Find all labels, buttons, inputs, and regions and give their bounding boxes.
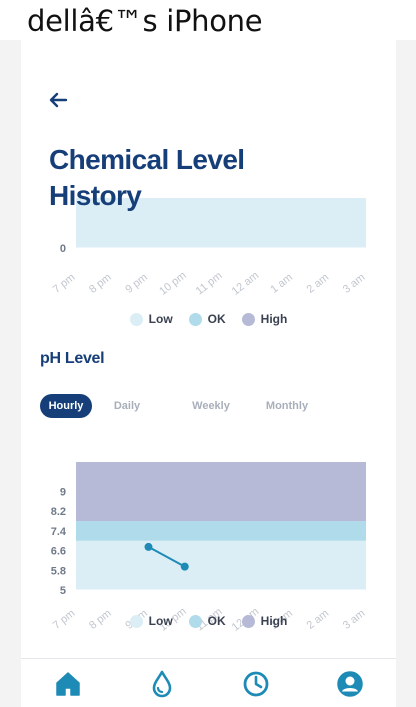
x-tick-label: 9 pm [123, 271, 150, 296]
legend-swatch-high [241, 614, 255, 628]
device-name-label: dellâ€™s iPhone [27, 4, 263, 38]
y-tick-label: 5 [60, 585, 66, 597]
y-tick-label: 9 [60, 487, 66, 499]
tab-daily[interactable]: Daily [113, 400, 141, 412]
x-tick-label: 11 pm [194, 270, 225, 298]
app-screen: Chemical Level History 027 pm8 pm9 pm10 … [21, 40, 396, 707]
series-line [148, 546, 186, 568]
legend-swatch-ok [188, 614, 202, 628]
band-ok [76, 521, 366, 541]
y-tick-label: 8.2 [51, 506, 66, 518]
x-tick-label: 1 am [268, 271, 295, 296]
legend-swatch-low [129, 312, 143, 326]
x-tick-label: 12 am [230, 269, 261, 297]
band-high [76, 462, 366, 522]
legend-item-ok: OK [188, 614, 226, 628]
tab-hourly[interactable]: Hourly [40, 394, 92, 418]
legend-label-low: Low [148, 614, 173, 628]
legend-swatch-low [129, 614, 143, 628]
data-point [180, 562, 189, 571]
nav-home-button[interactable] [21, 659, 114, 707]
band-low [76, 540, 366, 590]
tab-weekly[interactable]: Weekly [192, 400, 230, 412]
legend-item-high: High [241, 614, 288, 628]
chart-legend: Low OK High [21, 310, 396, 328]
back-button[interactable] [47, 90, 69, 110]
data-point [144, 542, 153, 551]
user-icon [336, 670, 363, 697]
arrow-left-icon [49, 92, 68, 108]
nav-profile-button[interactable] [303, 659, 396, 707]
legend-label-high: High [260, 312, 288, 326]
y-tick-label: 5.8 [51, 565, 66, 577]
y-tick-label: 6.6 [51, 546, 66, 558]
legend-item-low: Low [129, 312, 173, 326]
nav-water-button[interactable] [115, 659, 208, 707]
x-tick-label: 2 am [305, 271, 332, 296]
legend-item-low: Low [129, 614, 173, 628]
ph-section-title: pH Level [40, 350, 105, 367]
page-title-line-1: Chemical Level [49, 144, 245, 175]
legend-swatch-ok [188, 312, 202, 326]
legend-item-ok: OK [188, 312, 226, 326]
time-range-tabs: Hourly Daily Weekly Monthly [40, 394, 340, 418]
legend-label-high: High [260, 614, 288, 628]
home-icon [55, 671, 80, 696]
water-drop-icon [152, 670, 171, 697]
page-title-line-2: History [49, 180, 142, 211]
ph-chart-legend: Low OK High [21, 612, 396, 630]
legend-label-ok: OK [207, 614, 226, 628]
page-title: Chemical Level History [49, 142, 369, 214]
legend-swatch-high [241, 312, 255, 326]
x-tick-label: 3 am [341, 271, 368, 296]
legend-label-low: Low [148, 312, 173, 326]
legend-item-high: High [241, 312, 288, 326]
bottom-navigation [21, 658, 396, 707]
band-low [76, 198, 366, 248]
tab-monthly[interactable]: Monthly [265, 400, 309, 412]
y-tick-label: 0 [60, 243, 66, 255]
nav-history-button[interactable] [209, 659, 302, 707]
x-tick-label: 10 pm [157, 269, 188, 297]
clock-icon [243, 671, 268, 696]
legend-label-ok: OK [207, 312, 226, 326]
x-tick-label: 8 pm [87, 271, 114, 296]
y-tick-label: 7.4 [51, 526, 67, 538]
x-tick-label: 7 pm [51, 271, 78, 296]
